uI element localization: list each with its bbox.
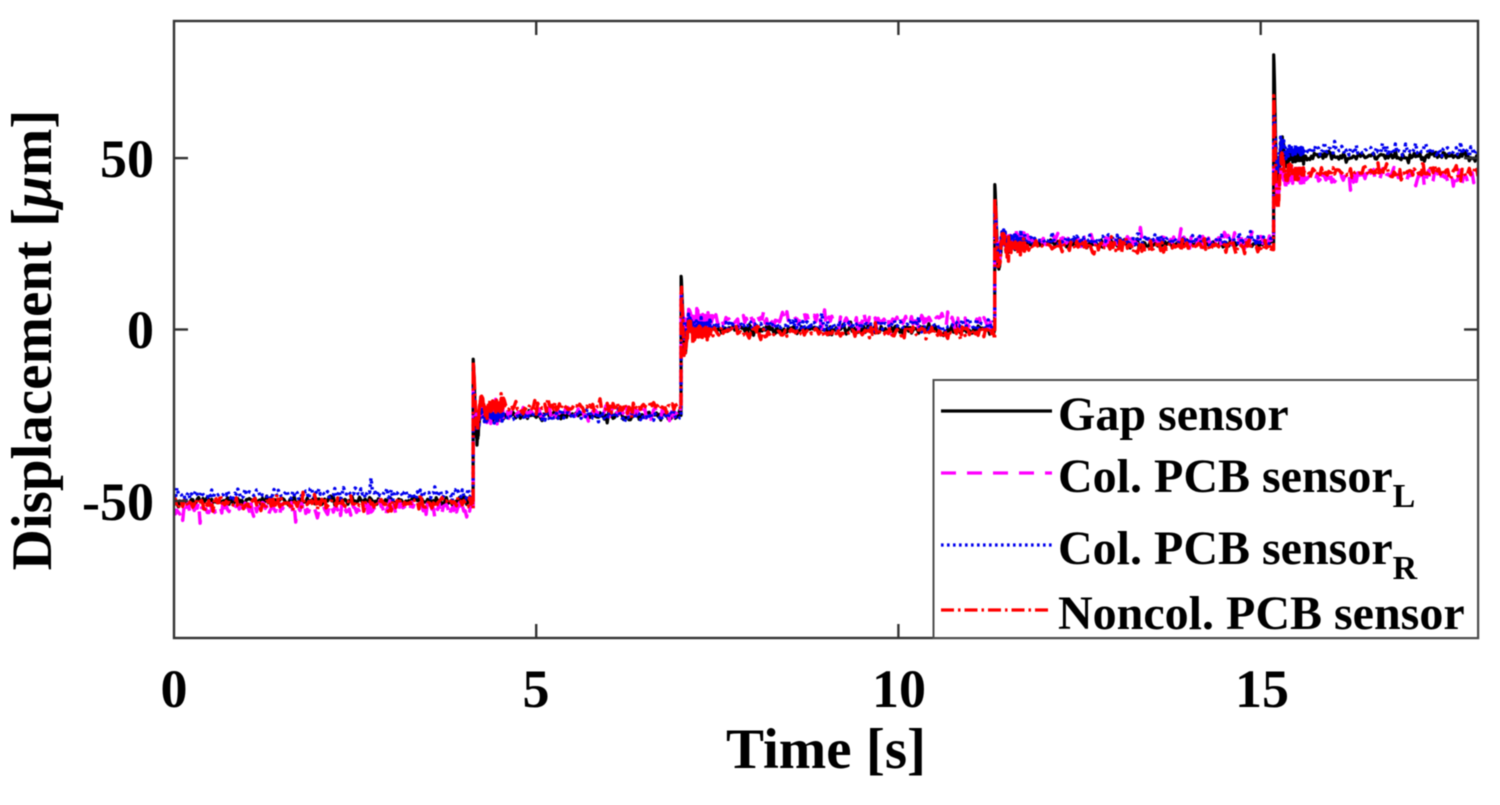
svg-text:50: 50 xyxy=(100,129,154,189)
svg-text:5: 5 xyxy=(523,659,550,719)
svg-text:15: 15 xyxy=(1235,659,1289,719)
svg-text:-50: -50 xyxy=(82,472,154,532)
svg-text:10: 10 xyxy=(872,659,926,719)
svg-text:Time [s]: Time [s] xyxy=(726,718,926,781)
svg-text:Displacement [μm]: Displacement [μm] xyxy=(1,110,64,571)
svg-text:0: 0 xyxy=(161,659,188,719)
svg-text:Noncol. PCB sensor: Noncol. PCB sensor xyxy=(1058,587,1465,640)
svg-text:0: 0 xyxy=(127,300,154,360)
svg-text:Gap sensor: Gap sensor xyxy=(1058,388,1289,441)
